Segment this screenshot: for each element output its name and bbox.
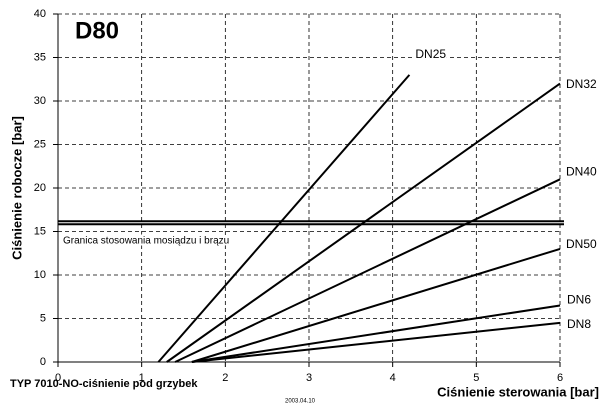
y-tick-label: 40	[34, 8, 46, 20]
y-tick-label: 35	[34, 51, 46, 63]
series-line	[166, 82, 561, 363]
y-tick-label: 15	[34, 225, 46, 237]
y-tick-label: 20	[34, 182, 46, 194]
series-label: DN32	[566, 77, 597, 91]
x-tick-label: 1	[139, 372, 145, 384]
x-axis-label: Ciśnienie sterowania [bar]	[437, 384, 599, 399]
series-label: DN25	[415, 47, 446, 61]
series-line	[191, 304, 561, 363]
series-label: DN6	[567, 293, 591, 307]
y-tick-label: 30	[34, 95, 46, 107]
y-tick-label: 5	[40, 312, 46, 324]
x-tick-label: 2	[222, 372, 228, 384]
series-label: DN50	[566, 237, 597, 251]
x-tick-label: 0	[55, 372, 61, 384]
series-line	[191, 247, 561, 363]
x-tick-label: 5	[473, 372, 479, 384]
x-tick-label: 3	[306, 372, 312, 384]
series-line	[174, 178, 561, 363]
chart-subtitle: TYP 7010-NO-ciśnienie pod grzybek	[10, 378, 198, 390]
reference-label: Granica stosowania mosiądzu i brązu	[63, 235, 229, 246]
series-line	[157, 74, 411, 363]
y-tick-label: 10	[34, 269, 46, 281]
series-line	[191, 321, 561, 363]
y-tick-label: 25	[34, 138, 46, 150]
y-axis-label: Ciśnienie robocze [bar]	[9, 116, 24, 260]
date: 2003.04.10	[285, 399, 316, 405]
series-label: DN40	[566, 164, 597, 178]
y-tick-label: 0	[40, 356, 46, 368]
x-tick-label: 4	[390, 372, 396, 384]
chart-title: D80	[75, 17, 119, 44]
x-tick-label: 6	[557, 372, 563, 384]
series-label: DN8	[567, 317, 591, 331]
